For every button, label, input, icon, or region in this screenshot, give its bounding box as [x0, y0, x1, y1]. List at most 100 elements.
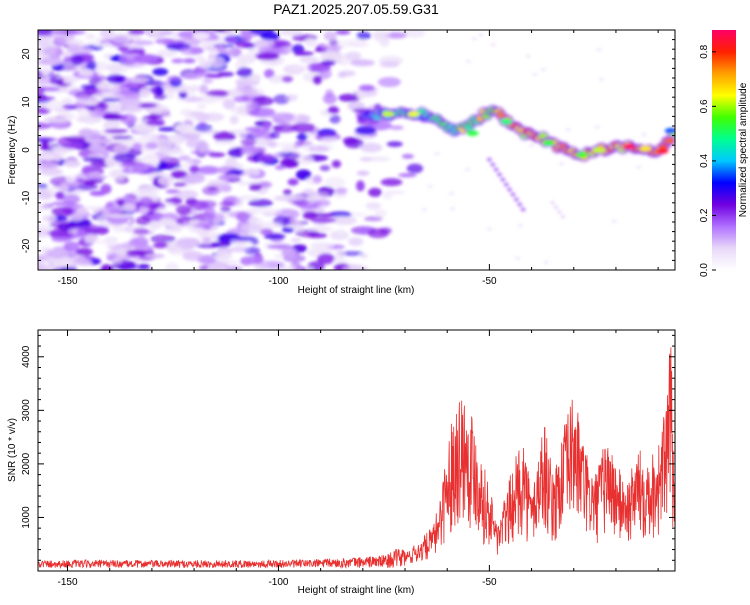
noise-blob — [45, 248, 69, 259]
noise-blob — [389, 125, 404, 130]
noise-blob — [207, 56, 225, 68]
noise-blob — [38, 30, 54, 36]
noise-blob — [328, 39, 339, 47]
ridge-hotspot — [639, 145, 652, 152]
tail-blob — [500, 177, 506, 182]
noise-blob — [38, 122, 52, 130]
noise-blob — [240, 138, 257, 146]
snr-xlabel: Height of straight line (km) — [298, 585, 415, 596]
noise-blob — [145, 116, 159, 121]
noise-blob — [89, 190, 107, 196]
noise-blob — [293, 51, 314, 57]
noise-blob — [38, 184, 48, 189]
noise-blob — [214, 251, 232, 261]
noise-blob — [335, 30, 351, 35]
noise-blob — [240, 86, 258, 97]
noise-blob — [76, 207, 88, 216]
tail-blob — [510, 192, 516, 197]
snr-frame — [37, 329, 676, 572]
ridge-core — [538, 133, 548, 139]
snr-series-line — [38, 347, 675, 570]
tail-blob — [560, 215, 565, 219]
snr-panel: -150 -100 -50 1000 2000 3000 4000 Height of st… — [7, 329, 676, 596]
noise-blob — [220, 260, 241, 265]
noise-blob — [153, 93, 167, 100]
noise-blob — [258, 181, 273, 188]
noise-blob — [529, 144, 534, 147]
noise-blob — [232, 235, 258, 242]
noise-blob — [159, 148, 185, 155]
noise-blob — [594, 125, 600, 129]
noise-blob — [377, 77, 401, 88]
noise-blob — [336, 228, 346, 236]
noise-blob — [145, 80, 164, 87]
noise-blob — [63, 104, 75, 110]
noise-blob — [131, 163, 156, 175]
noise-blob — [254, 128, 268, 136]
noise-blob — [224, 89, 242, 98]
y-tick-label: 10 — [21, 96, 32, 108]
noise-blob — [335, 187, 348, 195]
noise-blob — [139, 87, 151, 96]
y-tick-label: -20 — [21, 238, 32, 253]
noise-blob — [199, 84, 209, 94]
noise-blob — [41, 155, 56, 161]
noise-blob — [113, 152, 136, 163]
noise-blob — [171, 58, 184, 64]
noise-blob — [51, 236, 72, 243]
noise-blob — [110, 258, 123, 265]
noise-blob — [357, 91, 366, 100]
noise-blob — [165, 262, 179, 270]
noise-blob — [281, 147, 291, 153]
tail-blob — [557, 210, 562, 214]
noise-blob — [379, 61, 400, 68]
noise-blob — [490, 43, 496, 47]
noise-blob — [208, 152, 226, 158]
noise-blob — [296, 133, 308, 141]
noise-blob — [118, 98, 143, 107]
noise-blob — [248, 199, 274, 208]
noise-blob — [207, 186, 218, 192]
ridge-hotspot — [466, 130, 479, 136]
noise-blob — [164, 198, 184, 203]
noise-blob — [145, 142, 158, 150]
noise-blob — [274, 165, 286, 170]
noise-blob — [487, 227, 492, 231]
noise-blob — [111, 135, 134, 140]
noise-blob — [372, 31, 390, 39]
y-tick-label: 20 — [21, 48, 32, 60]
noise-blob — [41, 215, 57, 222]
colorbar-tick-label: 0.2 — [699, 208, 710, 222]
noise-blob — [380, 178, 403, 187]
spectrogram-xlabel: Height of straight line (km) — [298, 285, 415, 296]
tail-blob — [554, 205, 558, 209]
noise-blob — [281, 267, 303, 270]
noise-blob — [636, 165, 642, 169]
noise-blob — [202, 237, 212, 245]
noise-blob — [38, 261, 63, 270]
noise-blob — [100, 264, 114, 270]
noise-blob — [152, 242, 168, 249]
noise-blob — [244, 255, 264, 265]
noise-blob — [84, 100, 99, 106]
noise-blob — [94, 226, 110, 235]
noise-blob — [182, 250, 204, 261]
noise-blob — [156, 49, 178, 58]
noise-blob — [345, 51, 362, 61]
noise-blob — [398, 173, 417, 178]
noise-blob — [237, 180, 248, 186]
noise-blob — [540, 67, 546, 71]
noise-blob — [198, 200, 217, 209]
noise-blob — [321, 136, 338, 142]
noise-blob — [319, 68, 332, 79]
noise-blob — [355, 125, 377, 135]
noise-blob — [517, 224, 523, 228]
noise-blob — [641, 133, 647, 137]
noise-blob — [374, 209, 387, 218]
noise-blob — [178, 155, 191, 161]
noise-blob — [170, 170, 188, 179]
noise-blob — [194, 123, 213, 132]
noise-blob — [175, 189, 199, 200]
noise-blob — [331, 160, 342, 168]
noise-blob — [305, 38, 317, 48]
